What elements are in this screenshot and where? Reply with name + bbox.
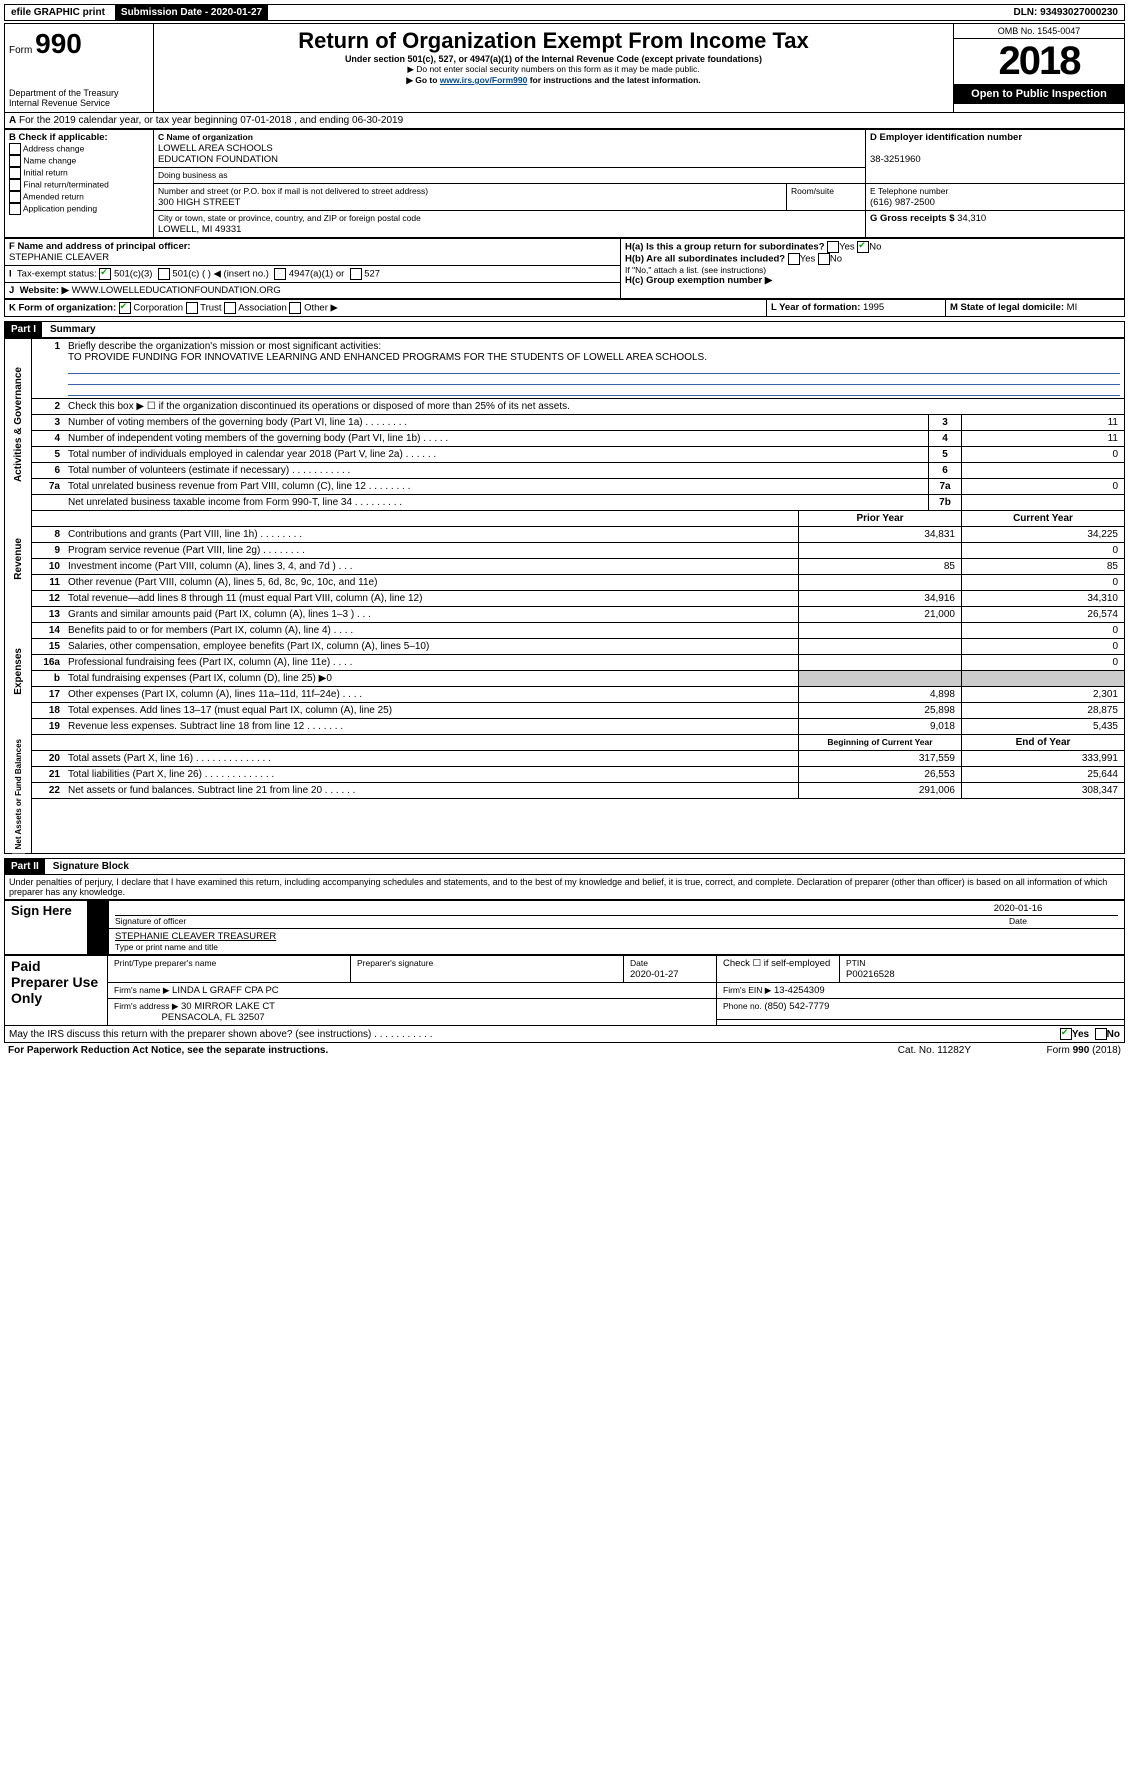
discuss-question: May the IRS discuss this return with the… bbox=[9, 1029, 1060, 1040]
part-1-header: Part I Summary bbox=[4, 321, 1125, 338]
principal-officer: STEPHANIE CLEAVER bbox=[9, 252, 109, 263]
side-revenue: Revenue bbox=[11, 534, 26, 584]
box-b-header: B Check if applicable: bbox=[9, 132, 149, 143]
gross-receipts: 34,310 bbox=[957, 213, 986, 224]
department-label: Department of the Treasury Internal Reve… bbox=[9, 88, 149, 108]
side-expenses: Expenses bbox=[11, 644, 26, 699]
perjury-declaration: Under penalties of perjury, I declare th… bbox=[4, 875, 1125, 900]
omb-number: OMB No. 1545-0047 bbox=[954, 24, 1124, 39]
klm-table: K Form of organization: Corporation Trus… bbox=[4, 299, 1125, 317]
trust-checkbox[interactable] bbox=[186, 302, 198, 314]
firm-phone: (850) 542-7779 bbox=[764, 1001, 829, 1012]
identity-table: B Check if applicable: Address change Na… bbox=[4, 129, 1125, 238]
pra-notice: For Paperwork Reduction Act Notice, see … bbox=[8, 1045, 898, 1056]
mission-text: TO PROVIDE FUNDING FOR INNOVATIVE LEARNI… bbox=[68, 352, 707, 363]
firm-name: LINDA L GRAFF CPA PC bbox=[172, 985, 279, 996]
discuss-yes-checkbox[interactable] bbox=[1060, 1028, 1072, 1040]
state-domicile: MI bbox=[1067, 302, 1078, 313]
527-checkbox[interactable] bbox=[350, 268, 362, 280]
firm-addr-1: 30 MIRROR LAKE CT bbox=[181, 1001, 275, 1012]
501c-checkbox[interactable] bbox=[158, 268, 170, 280]
ptin-value: P00216528 bbox=[846, 969, 895, 980]
phone-value: (616) 987-2500 bbox=[870, 197, 935, 208]
form-number: 990 bbox=[35, 28, 82, 59]
dln-label: DLN: 93493027000230 bbox=[1007, 5, 1124, 20]
sign-date: 2020-01-16 bbox=[918, 903, 1118, 915]
catalog-number: Cat. No. 11282Y bbox=[898, 1045, 971, 1056]
line-a: A For the 2019 calendar year, or tax yea… bbox=[4, 113, 1125, 129]
form-word: Form bbox=[9, 45, 32, 56]
box-b-checkbox[interactable] bbox=[9, 203, 21, 215]
preparer-date: 2020-01-27 bbox=[630, 969, 679, 980]
top-bar: efile GRAPHIC print Submission Date - 20… bbox=[4, 4, 1125, 21]
typed-name: STEPHANIE CLEAVER TREASURER bbox=[115, 931, 1118, 942]
officer-group-table: F Name and address of principal officer:… bbox=[4, 238, 1125, 299]
corporation-checkbox[interactable] bbox=[119, 302, 131, 314]
h-a-no-checkbox[interactable] bbox=[857, 241, 869, 253]
association-checkbox[interactable] bbox=[224, 302, 236, 314]
year-formation: 1995 bbox=[863, 302, 884, 313]
side-net-assets: Net Assets or Fund Balances bbox=[12, 735, 25, 853]
ein-value: 38-3251960 bbox=[870, 154, 921, 165]
org-name-1: LOWELL AREA SCHOOLS bbox=[158, 143, 273, 154]
box-b-checkbox[interactable] bbox=[9, 143, 21, 155]
box-b-checkbox[interactable] bbox=[9, 167, 21, 179]
website-value: WWW.LOWELLEDUCATIONFOUNDATION.ORG bbox=[72, 285, 281, 296]
open-public-badge: Open to Public Inspection bbox=[954, 84, 1124, 104]
firm-addr-2: PENSACOLA, FL 32507 bbox=[162, 1012, 265, 1023]
efile-label[interactable]: efile GRAPHIC print bbox=[5, 5, 111, 20]
form-header: Form 990 Department of the Treasury Inte… bbox=[4, 23, 1125, 113]
signature-table: Sign Here 2020-01-16 Signature of office… bbox=[4, 900, 1125, 955]
4947-checkbox[interactable] bbox=[274, 268, 286, 280]
side-governance: Activities & Governance bbox=[11, 363, 26, 486]
h-b-yes-checkbox[interactable] bbox=[788, 253, 800, 265]
subtitle-2: ▶ Do not enter social security numbers o… bbox=[158, 64, 949, 75]
501c3-checkbox[interactable] bbox=[99, 268, 111, 280]
irs-link[interactable]: www.irs.gov/Form990 bbox=[440, 75, 528, 85]
h-b-no-checkbox[interactable] bbox=[818, 253, 830, 265]
box-b-checkbox[interactable] bbox=[9, 191, 21, 203]
tax-year: 2018 bbox=[954, 39, 1124, 84]
sign-here-label: Sign Here bbox=[5, 901, 88, 955]
street-address: 300 HIGH STREET bbox=[158, 197, 240, 208]
org-name-2: EDUCATION FOUNDATION bbox=[158, 154, 278, 165]
subtitle-1: Under section 501(c), 527, or 4947(a)(1)… bbox=[158, 54, 949, 64]
subtitle-3: ▶ Go to www.irs.gov/Form990 for instruct… bbox=[158, 75, 949, 86]
other-checkbox[interactable] bbox=[289, 302, 301, 314]
h-a-yes-checkbox[interactable] bbox=[827, 241, 839, 253]
part-2-header: Part II Signature Block bbox=[4, 858, 1125, 875]
discuss-no-checkbox[interactable] bbox=[1095, 1028, 1107, 1040]
paid-preparer-label: Paid Preparer Use Only bbox=[5, 956, 108, 1026]
box-b-checkbox[interactable] bbox=[9, 155, 21, 167]
city-state-zip: LOWELL, MI 49331 bbox=[158, 224, 241, 235]
form-title: Return of Organization Exempt From Incom… bbox=[158, 28, 949, 54]
firm-ein: 13-4254309 bbox=[774, 985, 825, 996]
submission-date-button[interactable]: Submission Date - 2020-01-27 bbox=[115, 5, 268, 20]
form-reference: Form 990 (2018) bbox=[971, 1045, 1121, 1056]
preparer-table: Paid Preparer Use Only Print/Type prepar… bbox=[4, 955, 1125, 1026]
box-b-checkbox[interactable] bbox=[9, 179, 21, 191]
